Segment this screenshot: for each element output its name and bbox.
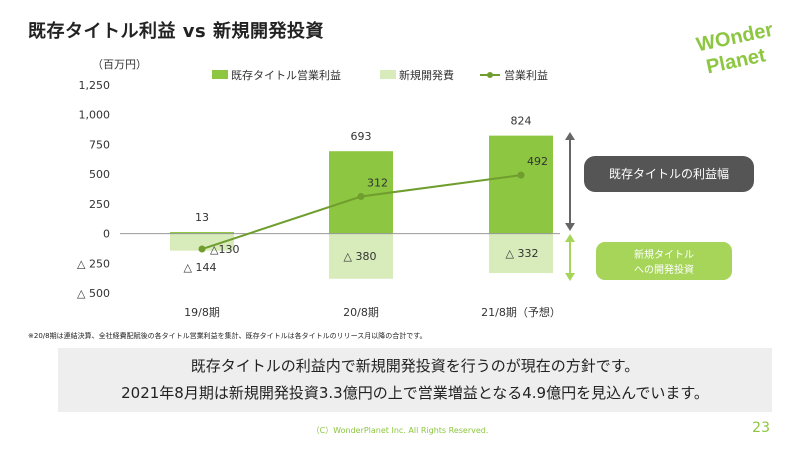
y-tick-label: 500 — [89, 168, 110, 181]
profit-line-series: △130 312 492 — [198, 155, 548, 256]
profit-point-label: 492 — [527, 155, 548, 168]
x-tick-label: 21/8期（予想） — [481, 305, 561, 319]
development-investment-callout-box — [596, 242, 732, 280]
y-tick-label: 0 — [103, 228, 110, 241]
legend: 既存タイトル営業利益 新規開発費 営業利益 — [212, 68, 548, 82]
profit-margin-callout-box — [584, 156, 754, 192]
profit-margin-arrow-head-bottom — [565, 223, 575, 231]
bar-existing-profit-label: 693 — [351, 130, 372, 143]
copyright: （C）WonderPlanet Inc. All Rights Reserved… — [311, 426, 489, 435]
legend-label-development: 新規開発費 — [399, 68, 454, 82]
chart: （百万円） 既存タイトル営業利益 新規開発費 営業利益 1,250 1,000 75… — [77, 58, 754, 319]
y-axis: 1,250 1,000 750 500 250 0 △ 250 △ 500 — [77, 79, 110, 300]
footnote: ※20/8期は連結決算、全社経費配賦後の各タイトル営業利益を集計、既存タイトルは… — [28, 332, 427, 340]
legend-swatch-existing — [212, 70, 228, 79]
y-tick-label: △ 500 — [77, 287, 110, 300]
profit-margin-arrow — [565, 132, 575, 231]
profit-margin-callout-text: 既存タイトルの利益幅 — [609, 166, 729, 181]
legend-swatch-development — [380, 70, 396, 79]
annotations: 既存タイトルの利益幅 新規タイトル への開発投資 — [565, 132, 754, 281]
bar-existing-profit — [329, 151, 393, 234]
bar-development-cost — [170, 233, 234, 251]
profit-point-label: 312 — [367, 176, 388, 189]
bar-development-cost — [489, 233, 553, 274]
development-investment-arrow-head-bottom — [565, 273, 575, 281]
bar-existing-profit-label: 13 — [195, 211, 209, 224]
development-investment-callout-line-2: への開発投資 — [634, 263, 694, 276]
labels-development-cost: △ 144 △ 380 △ 332 — [184, 247, 539, 274]
bars-development-cost — [170, 233, 553, 279]
development-investment-callout-line-1: 新規タイトル — [634, 248, 694, 261]
x-axis: 19/8期 20/8期 21/8期（予想） — [184, 305, 561, 319]
bar-existing-profit-label: 824 — [511, 115, 532, 128]
x-tick-label: 20/8期 — [343, 306, 379, 319]
profit-point — [198, 245, 206, 253]
y-tick-label: 1,000 — [79, 109, 111, 122]
y-tick-label: 250 — [89, 198, 110, 211]
legend-label-existing: 既存タイトル営業利益 — [231, 68, 341, 82]
bar-development-cost-label: △ 380 — [344, 250, 377, 263]
wonderplanet-logo: WOnder Planet — [695, 19, 776, 79]
unit-label: （百万円） — [92, 58, 147, 71]
summary-box: 既存タイトルの利益内で新規開発投資を行うのが現在の方針です。 2021年8月期は… — [58, 348, 772, 412]
profit-point — [517, 171, 525, 179]
legend-label-profit: 営業利益 — [504, 68, 548, 82]
development-investment-arrow-head-top — [565, 234, 575, 242]
bars-existing-profit — [170, 135, 553, 234]
page-title: 既存タイトル利益 vs 新規開発投資 — [28, 21, 324, 42]
page-number: 23 — [752, 420, 770, 436]
labels-existing-profit: 13 693 824 — [195, 115, 532, 224]
y-tick-label: 1,250 — [79, 79, 111, 92]
bar-development-cost-label: △ 144 — [184, 261, 217, 274]
profit-margin-arrow-head-top — [565, 132, 575, 140]
profit-point-label: △130 — [210, 243, 239, 256]
y-tick-label: △ 250 — [77, 257, 110, 270]
development-investment-arrow — [565, 234, 575, 281]
bar-development-cost — [329, 233, 393, 279]
legend-marker-profit — [487, 72, 493, 78]
x-tick-label: 19/8期 — [184, 306, 220, 319]
summary-line-2: 2021年8月期は新規開発投資3.3億円の上で営業増益となる4.9億円を見込んで… — [121, 384, 709, 402]
profit-point — [357, 192, 365, 200]
bar-existing-profit — [489, 135, 553, 234]
bar-development-cost-label: △ 332 — [506, 247, 539, 260]
bar-existing-profit — [170, 232, 234, 234]
y-tick-label: 750 — [89, 138, 110, 151]
summary-line-1: 既存タイトルの利益内で新規開発投資を行うのが現在の方針です。 — [190, 357, 640, 375]
